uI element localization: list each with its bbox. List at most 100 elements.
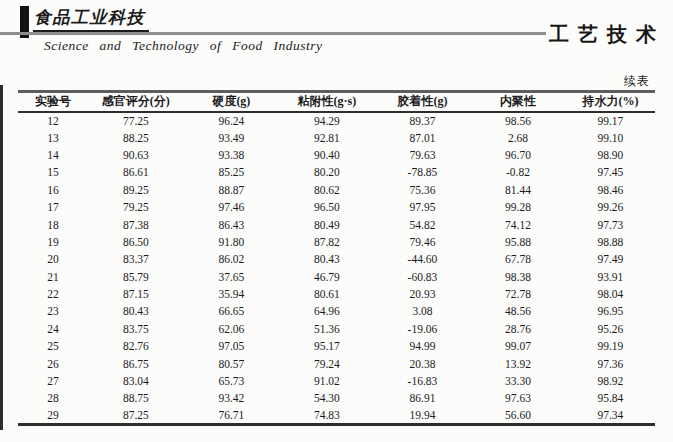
table-cell: 98.90	[566, 146, 655, 163]
table-cell: 24	[18, 320, 88, 337]
table-cell: 98.38	[470, 268, 566, 285]
table-cell: 87.01	[375, 129, 471, 146]
table-cell: 86.91	[375, 390, 471, 407]
table-cell: 98.92	[566, 372, 655, 389]
table-cell: 33.30	[470, 372, 566, 389]
table-cell: 80.57	[184, 355, 280, 372]
column-header-hardness: 硬度(g)	[184, 92, 280, 112]
table-cell: 56.60	[470, 407, 566, 424]
table-cell: 21	[18, 268, 88, 285]
table-cell: 97.46	[184, 198, 280, 215]
table-cell: 20.93	[375, 285, 471, 302]
table-row: 2380.4366.6564.963.0848.5696.95	[18, 303, 655, 320]
table-cell: 94.99	[375, 338, 471, 355]
table-cell: 12	[18, 112, 88, 129]
table-cell: 86.02	[184, 251, 280, 268]
table-cell: 18	[18, 216, 88, 233]
journal-name-english: Science and Technology of Food Industry	[44, 38, 323, 54]
table-cell: 95.26	[566, 320, 655, 337]
table-cell: 96.95	[566, 303, 655, 320]
table-cell: 87.15	[88, 285, 184, 302]
table-cell: 86.61	[88, 164, 184, 181]
table-cell: 25	[18, 338, 88, 355]
table-cell: 91.80	[184, 233, 280, 250]
table-cell: 29	[18, 407, 88, 424]
table-cell: 86.75	[88, 355, 184, 372]
table-cell: 83.37	[88, 251, 184, 268]
table-cell: 51.36	[279, 320, 375, 337]
table-cell: 19	[18, 233, 88, 250]
table-cell: 46.79	[279, 268, 375, 285]
header-rule	[0, 32, 546, 35]
table-cell: 79.63	[375, 146, 471, 163]
table-cell: 99.07	[470, 338, 566, 355]
table-cell: -60.83	[375, 268, 471, 285]
table-cell: -16.83	[375, 372, 471, 389]
table-cell: 16	[18, 181, 88, 198]
table-cell: -44.60	[375, 251, 471, 268]
table-row: 2888.7593.4254.3086.9197.6395.84	[18, 390, 655, 407]
table-cell: 86.50	[88, 233, 184, 250]
table-cell: 95.17	[279, 338, 375, 355]
table-cell: 66.65	[184, 303, 280, 320]
table-cell: 88.87	[184, 181, 280, 198]
table-cell: 96.24	[184, 112, 280, 129]
table-cell: 80.49	[279, 216, 375, 233]
table-cell: 77.25	[88, 112, 184, 129]
table-cell: 94.29	[279, 112, 375, 129]
continued-table-label: 续表	[624, 73, 650, 90]
table-cell: 92.81	[279, 129, 375, 146]
table-cell: 93.38	[184, 146, 280, 163]
table-cell: 99.26	[566, 198, 655, 215]
column-header-water-holding: 持水力(%)	[566, 92, 655, 112]
table-row: 1388.2593.4992.8187.012.6899.10	[18, 129, 655, 146]
table-cell: 97.49	[566, 251, 655, 268]
table-cell: 89.37	[375, 112, 471, 129]
table-cell: 90.63	[88, 146, 184, 163]
table-cell: 87.82	[279, 233, 375, 250]
table-cell: 80.62	[279, 181, 375, 198]
table-cell: 80.43	[279, 251, 375, 268]
table-row: 2185.7937.6546.79-60.8398.3893.91	[18, 268, 655, 285]
table-cell: 15	[18, 164, 88, 181]
table-cell: 95.88	[470, 233, 566, 250]
table-cell: 76.71	[184, 407, 280, 424]
table-cell: 97.95	[375, 198, 471, 215]
table-cell: 86.43	[184, 216, 280, 233]
table-cell: 97.05	[184, 338, 280, 355]
table-cell: 97.73	[566, 216, 655, 233]
table-row: 1986.5091.8087.8279.4695.8898.88	[18, 233, 655, 250]
table-cell: 3.08	[375, 303, 471, 320]
table-row: 2686.7580.5779.2420.3813.9297.36	[18, 355, 655, 372]
table-cell: 2.68	[470, 129, 566, 146]
table-cell: 13.92	[470, 355, 566, 372]
table-row: 2083.3786.0280.43-44.6067.7897.49	[18, 251, 655, 268]
table-cell: 28	[18, 390, 88, 407]
table-cell: 93.42	[184, 390, 280, 407]
table-cell: 97.34	[566, 407, 655, 424]
table-cell: 20	[18, 251, 88, 268]
table-cell: 79.46	[375, 233, 471, 250]
table-cell: 99.28	[470, 198, 566, 215]
table-cell: 14	[18, 146, 88, 163]
table-cell: 65.73	[184, 372, 280, 389]
table-cell: 87.38	[88, 216, 184, 233]
table-cell: 75.36	[375, 181, 471, 198]
table-cell: 98.46	[566, 181, 655, 198]
table-cell: 90.40	[279, 146, 375, 163]
table-row: 1779.2597.4696.5097.9599.2899.26	[18, 198, 655, 215]
column-header-experiment-no: 实验号	[18, 92, 88, 112]
table-cell: 54.30	[279, 390, 375, 407]
column-header-sensory-score: 感官评分(分)	[88, 92, 184, 112]
table-cell: 23	[18, 303, 88, 320]
table-cell: 96.50	[279, 198, 375, 215]
table-cell: 79.24	[279, 355, 375, 372]
table-cell: 74.83	[279, 407, 375, 424]
results-table: 实验号 感官评分(分) 硬度(g) 粘附性(g·s) 胶着性(g) 内聚性 持水…	[18, 90, 655, 426]
table-cell: 88.25	[88, 129, 184, 146]
table-cell: 89.25	[88, 181, 184, 198]
table-cell: 85.79	[88, 268, 184, 285]
table-cell: 82.76	[88, 338, 184, 355]
table-cell: 80.20	[279, 164, 375, 181]
table-cell: 64.96	[279, 303, 375, 320]
